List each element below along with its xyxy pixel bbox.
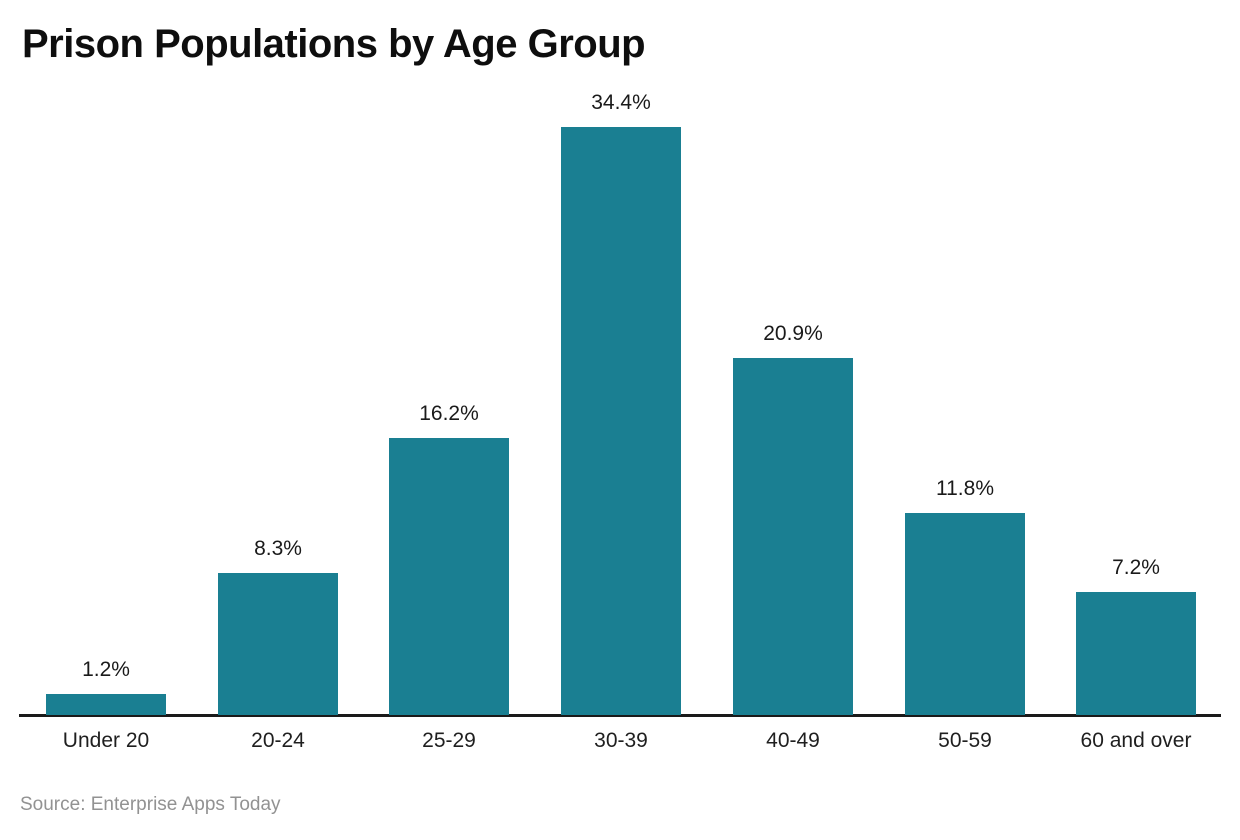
bar xyxy=(905,513,1025,715)
bar-category-label: 20-24 xyxy=(251,729,305,752)
bar-group: 7.2% 60 and over xyxy=(1076,0,1196,752)
x-axis-line xyxy=(19,714,1221,717)
bar-value-label: 11.8% xyxy=(936,477,994,500)
bar-value-label: 16.2% xyxy=(419,402,479,425)
bar-value-label: 34.4% xyxy=(591,91,651,114)
bar-value-label: 1.2% xyxy=(82,658,130,681)
chart-title: Prison Populations by Age Group xyxy=(22,22,646,66)
bar xyxy=(218,573,338,715)
bar-category-label: 25-29 xyxy=(422,729,476,752)
bar-value-label: 8.3% xyxy=(254,537,302,560)
bar-category-label: 40-49 xyxy=(766,729,820,752)
bar-group: 1.2% Under 20 xyxy=(46,0,166,752)
bar-category-label: 30-39 xyxy=(594,729,648,752)
bar-group: 34.4% 30-39 xyxy=(561,0,681,752)
bar-value-label: 20.9% xyxy=(763,322,823,345)
bar-category-label: 60 and over xyxy=(1080,729,1192,752)
bar-group: 16.2% 25-29 xyxy=(389,0,509,752)
bar xyxy=(46,694,166,715)
bar-category-label: Under 20 xyxy=(62,729,150,752)
bar-group: 20.9% 40-49 xyxy=(733,0,853,752)
bar xyxy=(733,358,853,715)
bar-group: 8.3% 20-24 xyxy=(218,0,338,752)
bar xyxy=(1076,592,1196,715)
bar xyxy=(561,127,681,715)
bar-category-label: 50-59 xyxy=(938,729,992,752)
bar-group: 11.8% 50-59 xyxy=(905,0,1025,752)
bar-value-label: 7.2% xyxy=(1112,556,1160,579)
source-caption: Source: Enterprise Apps Today xyxy=(20,794,281,815)
bar xyxy=(389,438,509,715)
